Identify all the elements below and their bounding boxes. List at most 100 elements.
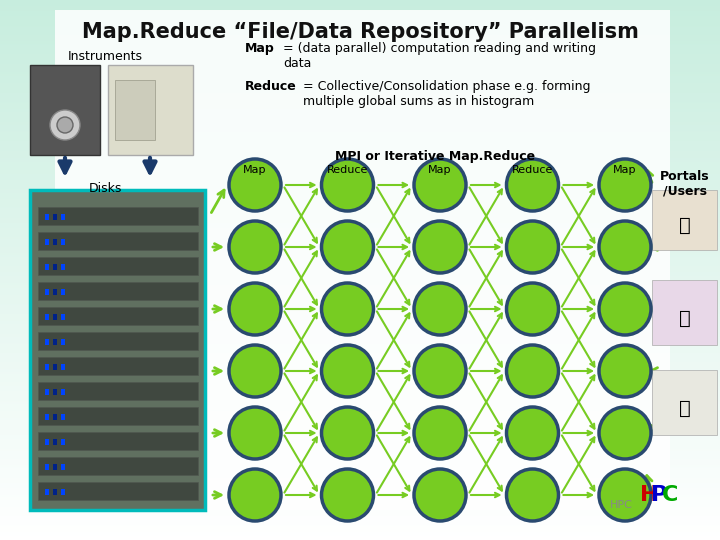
Text: 🧑: 🧑: [679, 308, 691, 327]
Circle shape: [414, 345, 466, 397]
Text: Portals
/Users: Portals /Users: [660, 170, 710, 198]
Circle shape: [322, 469, 374, 521]
Bar: [38, 382, 198, 400]
Bar: [61, 314, 65, 320]
Circle shape: [229, 407, 281, 459]
Circle shape: [506, 283, 559, 335]
Bar: [38, 207, 198, 225]
Bar: [45, 239, 49, 245]
Bar: [30, 65, 100, 155]
Bar: [38, 407, 198, 425]
Text: C: C: [662, 485, 678, 505]
Bar: [61, 364, 65, 370]
Circle shape: [414, 159, 466, 211]
Circle shape: [599, 283, 651, 335]
Bar: [38, 257, 198, 275]
Circle shape: [322, 407, 374, 459]
Circle shape: [506, 407, 559, 459]
Text: Reduce: Reduce: [512, 165, 553, 175]
Circle shape: [229, 345, 281, 397]
Text: Disks: Disks: [89, 182, 122, 195]
Bar: [61, 414, 65, 420]
Text: Map: Map: [428, 165, 451, 175]
Bar: [53, 414, 57, 420]
Text: Map: Map: [243, 165, 266, 175]
Bar: [45, 439, 49, 445]
Bar: [45, 214, 49, 220]
Circle shape: [599, 345, 651, 397]
Bar: [61, 289, 65, 295]
Bar: [45, 464, 49, 470]
Text: MPI or Iterative Map.Reduce: MPI or Iterative Map.Reduce: [335, 150, 535, 163]
Text: = Collective/Consolidation phase e.g. forming
multiple global sums as in histogr: = Collective/Consolidation phase e.g. fo…: [303, 80, 590, 108]
Text: Reduce: Reduce: [245, 80, 297, 93]
Bar: [45, 289, 49, 295]
Circle shape: [599, 221, 651, 273]
Text: Map.Reduce “File/Data Repository” Parallelism: Map.Reduce “File/Data Repository” Parall…: [81, 22, 639, 42]
Bar: [55, 10, 670, 510]
Bar: [61, 464, 65, 470]
Bar: [38, 282, 198, 300]
Bar: [38, 357, 198, 375]
Text: Map: Map: [245, 42, 275, 55]
Bar: [61, 389, 65, 395]
Bar: [53, 314, 57, 320]
Bar: [53, 214, 57, 220]
Circle shape: [229, 221, 281, 273]
Text: = (data parallel) computation reading and writing
data: = (data parallel) computation reading an…: [283, 42, 596, 70]
Bar: [45, 339, 49, 345]
Bar: [61, 339, 65, 345]
Bar: [45, 389, 49, 395]
Bar: [38, 307, 198, 325]
Bar: [30, 190, 205, 510]
Text: Instruments: Instruments: [68, 50, 143, 63]
Bar: [53, 264, 57, 270]
Circle shape: [506, 345, 559, 397]
Bar: [53, 464, 57, 470]
Bar: [61, 439, 65, 445]
Circle shape: [229, 469, 281, 521]
Bar: [53, 339, 57, 345]
Bar: [61, 214, 65, 220]
Bar: [652, 280, 717, 345]
Text: Reduce: Reduce: [327, 165, 368, 175]
Bar: [45, 264, 49, 270]
Circle shape: [599, 407, 651, 459]
Circle shape: [229, 283, 281, 335]
Bar: [38, 332, 198, 350]
Bar: [115, 80, 155, 140]
Bar: [53, 489, 57, 495]
Bar: [53, 389, 57, 395]
Circle shape: [414, 469, 466, 521]
Bar: [53, 439, 57, 445]
Text: P: P: [651, 485, 667, 505]
Circle shape: [322, 345, 374, 397]
Bar: [53, 239, 57, 245]
Bar: [53, 289, 57, 295]
Circle shape: [506, 469, 559, 521]
Bar: [38, 482, 198, 500]
Bar: [38, 232, 198, 250]
Circle shape: [599, 469, 651, 521]
Bar: [61, 489, 65, 495]
Circle shape: [322, 159, 374, 211]
Bar: [38, 457, 198, 475]
Bar: [61, 264, 65, 270]
Text: Map: Map: [613, 165, 636, 175]
Text: 👨: 👨: [679, 215, 691, 234]
Bar: [108, 65, 193, 155]
Bar: [45, 364, 49, 370]
Bar: [652, 370, 717, 435]
Circle shape: [506, 159, 559, 211]
Circle shape: [414, 283, 466, 335]
Bar: [61, 239, 65, 245]
Text: 👩: 👩: [679, 399, 691, 417]
Bar: [45, 314, 49, 320]
Circle shape: [322, 221, 374, 273]
Circle shape: [599, 159, 651, 211]
Bar: [45, 489, 49, 495]
Circle shape: [322, 283, 374, 335]
Text: H: H: [640, 485, 659, 505]
Text: HPC: HPC: [610, 500, 633, 510]
Circle shape: [229, 159, 281, 211]
